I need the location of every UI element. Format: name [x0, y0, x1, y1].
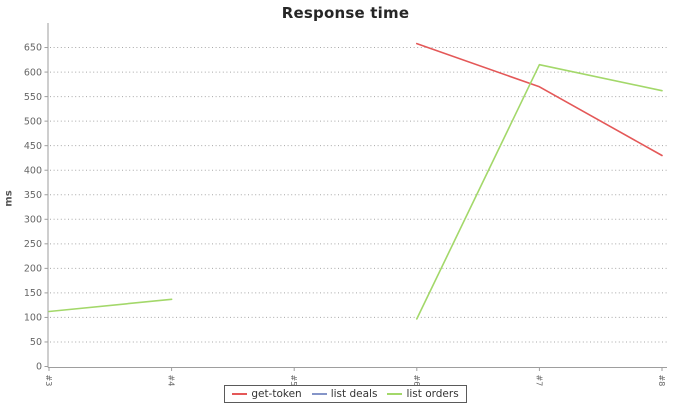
- x-tick-label: #5: [289, 375, 298, 387]
- y-tick-label: 550: [24, 92, 42, 103]
- y-tick-label: 650: [24, 43, 42, 54]
- x-tick-label: #6: [412, 375, 421, 387]
- legend-label: list deals: [330, 388, 378, 400]
- y-tick-label: 500: [24, 116, 42, 127]
- y-tick-label: 0: [36, 362, 42, 373]
- y-tick-label: 350: [24, 190, 42, 201]
- x-tick-label: #4: [167, 375, 176, 387]
- y-tick-label: 400: [24, 165, 42, 176]
- legend-label: get-token: [251, 388, 302, 400]
- y-tick-label: 450: [24, 141, 42, 152]
- y-tick-label: 100: [24, 313, 42, 324]
- legend-line-swatch: [232, 393, 248, 395]
- legend-label: list orders: [406, 388, 459, 400]
- legend-line-swatch: [387, 393, 403, 395]
- x-tick-label: #8: [657, 375, 666, 387]
- series-line-get-token: [416, 42, 663, 157]
- y-tick-label: 200: [24, 264, 42, 275]
- x-tick-label: #7: [534, 375, 543, 387]
- legend-item-list-deals: list deals: [311, 388, 378, 400]
- y-tick-label: 150: [24, 288, 42, 299]
- y-tick-label: 50: [30, 337, 42, 348]
- y-tick-label: 600: [24, 67, 42, 78]
- x-tick-label: #3: [44, 375, 53, 387]
- chart-title: Response time: [281, 4, 410, 22]
- y-tick-label: 300: [24, 214, 42, 225]
- legend-box: get-token list deals list orders: [224, 385, 467, 403]
- legend-line-swatch: [311, 393, 327, 395]
- y-tick-label: 250: [24, 239, 42, 250]
- legend-item-get-token: get-token: [232, 388, 302, 400]
- series-line-list-orders: [48, 63, 663, 320]
- legend: get-token list deals list orders: [0, 385, 691, 403]
- legend-item-list-orders: list orders: [387, 388, 459, 400]
